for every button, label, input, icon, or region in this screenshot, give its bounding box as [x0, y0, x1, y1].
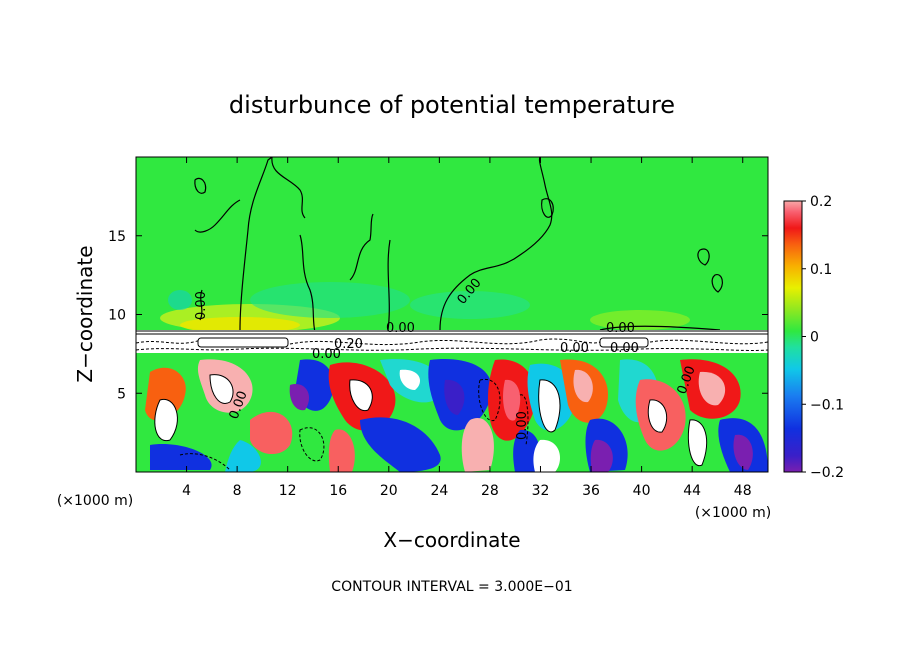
- y-axis-ticks: 5 10 15: [108, 229, 768, 402]
- contour-label: 0.00: [606, 321, 635, 336]
- x-axis-unit-left: (×1000 m): [57, 493, 133, 509]
- lower-anomalies: [145, 359, 768, 472]
- x-tick-label: 8: [233, 483, 242, 499]
- upper-anomalies: [160, 282, 690, 333]
- colorbar-tick-label: −0.1: [810, 397, 844, 413]
- contour-label: 0.00: [560, 341, 589, 356]
- colorbar: 0.2 0.1 0 −0.1 −0.2: [783, 194, 844, 481]
- x-tick-label: 16: [329, 483, 347, 499]
- x-tick-label: 20: [380, 483, 398, 499]
- y-tick-label: 5: [117, 386, 126, 402]
- x-tick-label: 12: [279, 483, 297, 499]
- x-tick-label: 36: [582, 483, 600, 499]
- colorbar-tick-label: 0.1: [810, 262, 832, 278]
- colorbar-ticks: 0.2 0.1 0 −0.1 −0.2: [802, 194, 844, 481]
- contour-label: 0.00: [610, 341, 639, 356]
- x-axis-ticks: 4 8 12 16 20 24 28 32 36 40 44 48: [182, 157, 752, 499]
- y-tick-label: 10: [108, 308, 126, 324]
- boundary-band: [136, 330, 768, 353]
- x-tick-label: 28: [481, 483, 499, 499]
- contours-lower: [154, 374, 708, 471]
- contour-label: 0.20: [334, 337, 363, 352]
- x-tick-label: 24: [430, 483, 448, 499]
- colorbar-gradient: [783, 200, 803, 473]
- contour-label: 0.00: [386, 321, 415, 336]
- contours-upper: [194, 157, 724, 333]
- x-axis-label: X−coordinate: [383, 528, 520, 552]
- colorbar-tick-label: −0.2: [810, 465, 844, 481]
- contour-label: 0.00: [515, 411, 530, 440]
- x-tick-label: 40: [633, 483, 651, 499]
- x-tick-label: 48: [734, 483, 752, 499]
- x-axis-unit-right: (×1000 m): [695, 505, 771, 521]
- colorbar-tick-label: 0.2: [810, 194, 832, 210]
- x-tick-label: 44: [683, 483, 701, 499]
- x-tick-label: 4: [182, 483, 191, 499]
- chart-title: disturbunce of potential temperature: [229, 91, 675, 119]
- x-tick-label: 32: [532, 483, 550, 499]
- colorbar-tick-label: 0: [810, 330, 819, 346]
- y-tick-label: 15: [108, 229, 126, 245]
- contour-label: 0.00: [312, 347, 341, 362]
- contour-label: 0.00: [194, 291, 209, 320]
- plot-area: [136, 157, 768, 472]
- contours-boundary: [136, 330, 768, 351]
- contour-interval-note: CONTOUR INTERVAL = 3.000E−01: [331, 579, 572, 595]
- y-axis-label: Z−coordinate: [73, 245, 97, 382]
